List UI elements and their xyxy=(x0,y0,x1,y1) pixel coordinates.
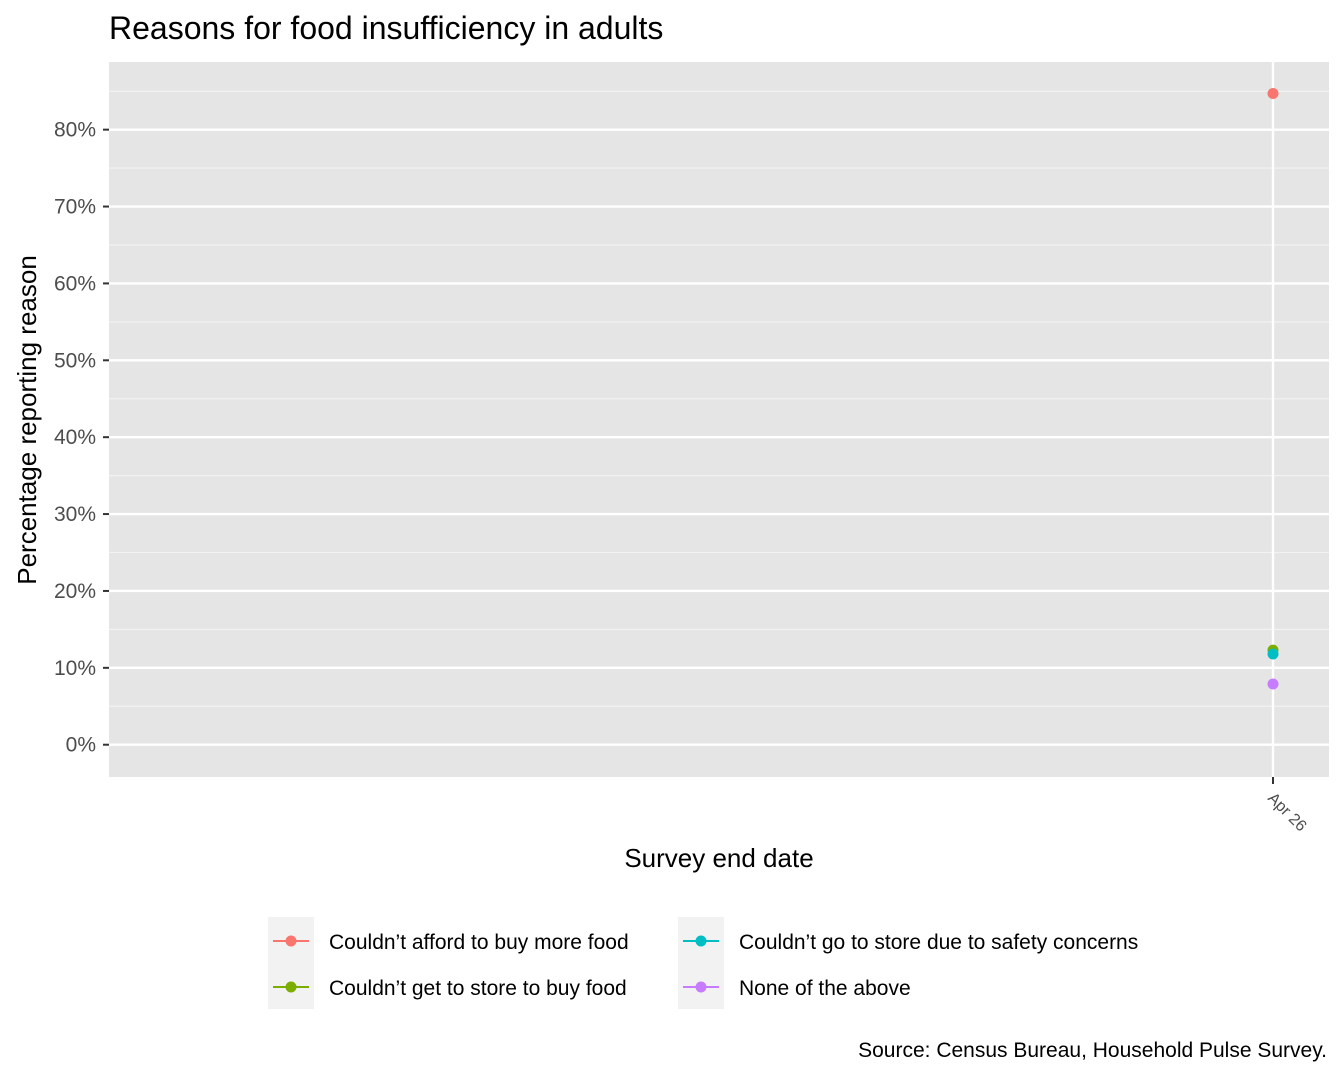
y-tick-label: 50% xyxy=(54,349,96,372)
y-axis: 0% 10% 20% 30% 40% 50% 60% 70% 80% xyxy=(54,119,109,757)
legend: Couldn’t afford to buy more food Couldn’t… xyxy=(268,917,1138,1009)
legend-label: None of the above xyxy=(739,977,911,1000)
y-tick-label: 40% xyxy=(54,426,96,449)
y-axis-title: Percentage reporting reason xyxy=(12,255,42,585)
data-point xyxy=(1267,678,1279,690)
y-tick-label: 70% xyxy=(54,196,96,219)
legend-dot xyxy=(695,935,707,947)
legend-dot xyxy=(285,935,297,947)
minor-gridlines xyxy=(109,90,1329,707)
legend-dot xyxy=(285,981,297,993)
y-tick-label: 20% xyxy=(54,580,96,603)
legend-label: Couldn’t afford to buy more food xyxy=(329,931,629,954)
y-tick-label: 60% xyxy=(54,272,96,295)
legend-label: Couldn’t go to store due to safety conce… xyxy=(739,931,1138,954)
y-tick-label: 10% xyxy=(54,657,96,680)
plot-panel xyxy=(109,62,1329,777)
legend-dot xyxy=(695,981,707,993)
y-tick-label: 30% xyxy=(54,503,96,526)
legend-label: Couldn’t get to store to buy food xyxy=(329,977,627,1000)
data-point xyxy=(1267,648,1279,660)
data-points xyxy=(1267,88,1279,690)
data-point xyxy=(1267,88,1279,100)
y-tick-label: 80% xyxy=(54,119,96,142)
x-axis-title: Survey end date xyxy=(624,843,813,873)
chart-title: Reasons for food insufficiency in adults xyxy=(109,10,663,46)
y-tick-label: 0% xyxy=(66,734,96,757)
chart-caption: Source: Census Bureau, Household Pulse S… xyxy=(858,1039,1327,1062)
